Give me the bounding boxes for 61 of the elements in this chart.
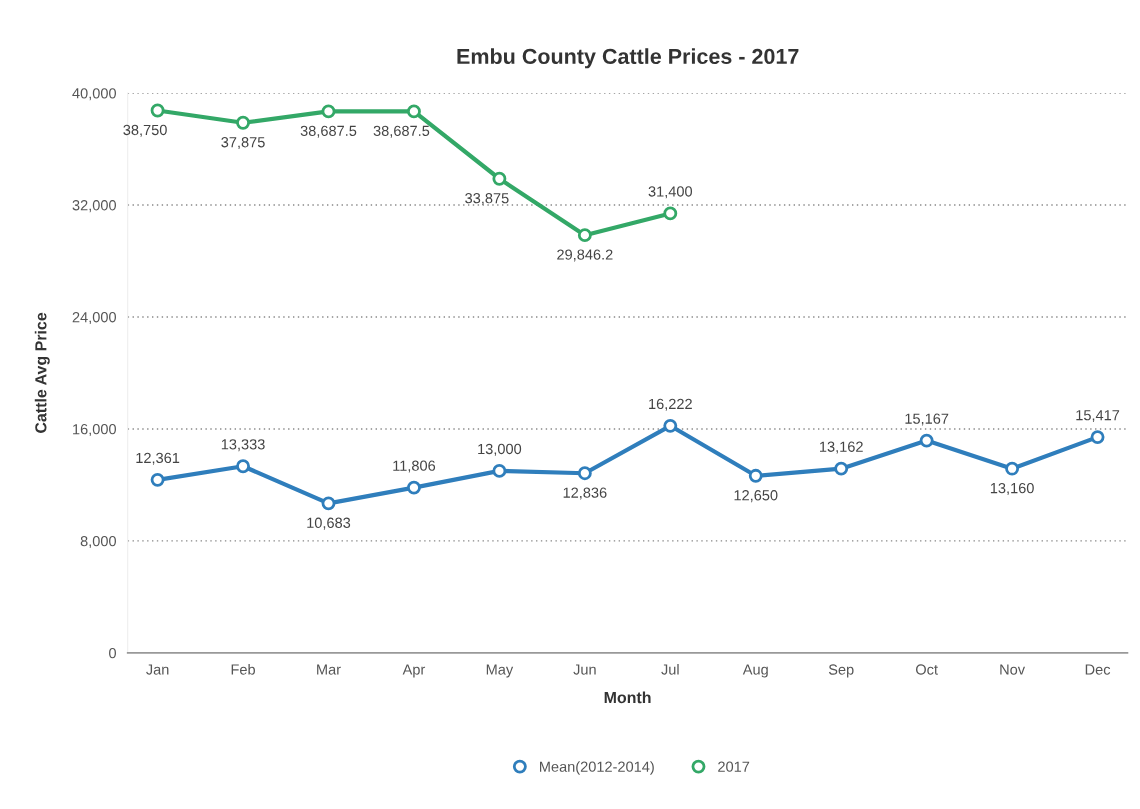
data-label: 16,222	[649, 398, 692, 411]
x-tick-label: May	[486, 664, 514, 678]
y-tick-label: 40,000	[72, 88, 116, 101]
point	[834, 461, 849, 476]
point	[150, 472, 165, 487]
point	[150, 103, 165, 118]
legend-label: Mean(2012-2014)	[540, 761, 654, 775]
data-label: 12,836	[563, 487, 607, 500]
data-label: 38,687.5	[373, 125, 430, 138]
x-tick-label: Apr	[402, 664, 426, 678]
x-tick-label: Jan	[146, 664, 169, 675]
x-tick-label: Nov	[1000, 664, 1026, 675]
data-label: 33,875	[465, 193, 509, 206]
data-label: 38,687.5	[300, 125, 357, 138]
x-tick-label: Dec	[1085, 664, 1111, 675]
point	[663, 418, 678, 433]
data-label: 11,806	[393, 460, 436, 473]
data-label: 29,846.2	[557, 249, 613, 262]
point	[919, 433, 934, 448]
data-label: 37,875	[221, 137, 265, 150]
y-tick-label: 0	[109, 647, 116, 659]
point	[321, 496, 336, 511]
point	[748, 468, 763, 483]
point	[1090, 430, 1105, 445]
point	[1005, 461, 1020, 476]
chart-title: Embu County Cattle Prices - 2017	[457, 48, 799, 69]
point	[577, 228, 592, 243]
data-label: 13,162	[820, 441, 863, 454]
data-label: 13,160	[990, 482, 1034, 495]
data-label: 31,400	[648, 186, 693, 199]
data-label: 10,683	[307, 517, 351, 530]
point	[492, 171, 507, 186]
point	[407, 104, 421, 119]
point	[321, 104, 336, 119]
data-label: 13,333	[221, 439, 265, 452]
legend-label: 2017	[718, 761, 750, 772]
x-tick-label: Mar	[317, 664, 341, 675]
y-tick-label: 24,000	[72, 312, 116, 325]
x-tick-label: Feb	[231, 663, 255, 675]
data-label: 12,361	[136, 452, 180, 465]
point	[236, 459, 250, 474]
x-axis-title: Month	[604, 691, 651, 704]
x-tick-label: Oct	[916, 664, 938, 675]
data-label: 13,000	[478, 443, 522, 456]
y-tick-label: 8,000	[80, 536, 116, 549]
data-label: 15,417	[1076, 410, 1120, 423]
point	[577, 466, 592, 481]
x-tick-label: Aug	[742, 664, 768, 678]
y-tick-label: 16,000	[73, 424, 116, 437]
data-label: 38,750	[123, 124, 167, 137]
y-axis-title: Cattle Avg Price	[34, 312, 50, 433]
point	[663, 206, 678, 221]
y-tick-label: 32,000	[72, 200, 116, 213]
data-label: 15,167	[905, 413, 949, 426]
point	[407, 480, 421, 495]
x-tick-label: Jun	[573, 664, 596, 675]
x-tick-label: Sep	[828, 664, 854, 678]
point	[492, 463, 507, 478]
data-label: 12,650	[734, 490, 778, 503]
point	[236, 115, 250, 130]
x-tick-label: Jul	[661, 663, 679, 675]
